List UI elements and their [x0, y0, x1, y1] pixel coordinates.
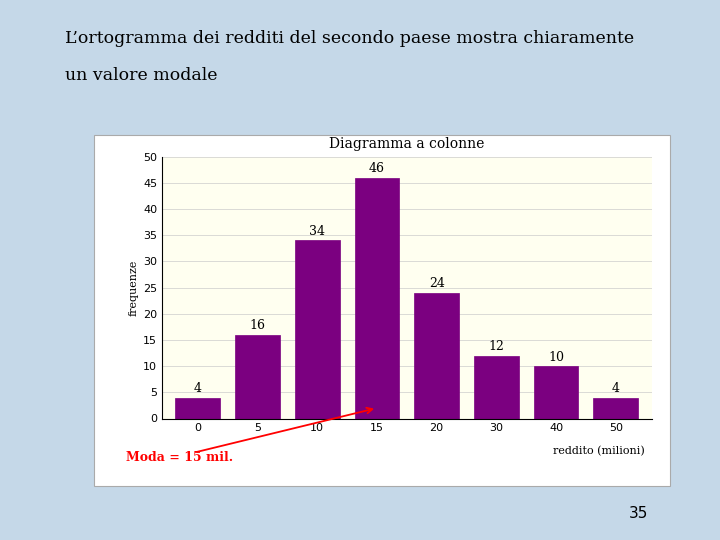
Text: 4: 4: [194, 382, 202, 395]
Bar: [474, 356, 518, 418]
Text: 10: 10: [548, 350, 564, 363]
Y-axis label: frequenze: frequenze: [129, 259, 139, 316]
Bar: [534, 366, 578, 418]
Bar: [593, 397, 638, 418]
Text: 34: 34: [309, 225, 325, 238]
Text: Moda = 15 mil.: Moda = 15 mil.: [126, 451, 233, 464]
Text: 4: 4: [612, 382, 620, 395]
Text: un valore modale: un valore modale: [65, 68, 217, 84]
Bar: [235, 335, 280, 418]
Bar: [354, 178, 400, 418]
Bar: [295, 240, 340, 418]
Title: Diagramma a colonne: Diagramma a colonne: [329, 137, 485, 151]
Text: 16: 16: [250, 319, 266, 332]
Bar: [414, 293, 459, 418]
Text: 35: 35: [629, 507, 648, 522]
Text: 12: 12: [488, 340, 504, 353]
Text: 46: 46: [369, 162, 385, 175]
Bar: [176, 397, 220, 418]
Text: 24: 24: [428, 277, 444, 290]
Text: L’ortogramma dei redditi del secondo paese mostra chiaramente: L’ortogramma dei redditi del secondo pae…: [65, 30, 634, 46]
Text: reddito (milioni): reddito (milioni): [553, 446, 644, 456]
